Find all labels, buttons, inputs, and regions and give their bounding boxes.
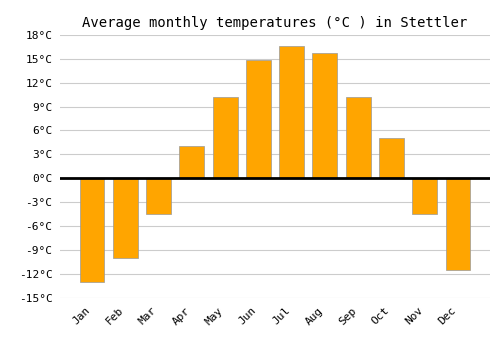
Bar	[113, 178, 138, 258]
Bar	[412, 178, 437, 214]
Bar	[180, 146, 204, 178]
Bar	[312, 53, 338, 178]
Title: Average monthly temperatures (°C ) in Stettler: Average monthly temperatures (°C ) in St…	[82, 16, 468, 30]
Bar	[146, 178, 171, 214]
Bar	[346, 97, 370, 178]
Bar	[246, 61, 271, 178]
Bar	[279, 46, 304, 178]
Bar	[446, 178, 470, 270]
Bar	[379, 138, 404, 178]
Bar	[80, 178, 104, 282]
Bar	[212, 97, 238, 178]
